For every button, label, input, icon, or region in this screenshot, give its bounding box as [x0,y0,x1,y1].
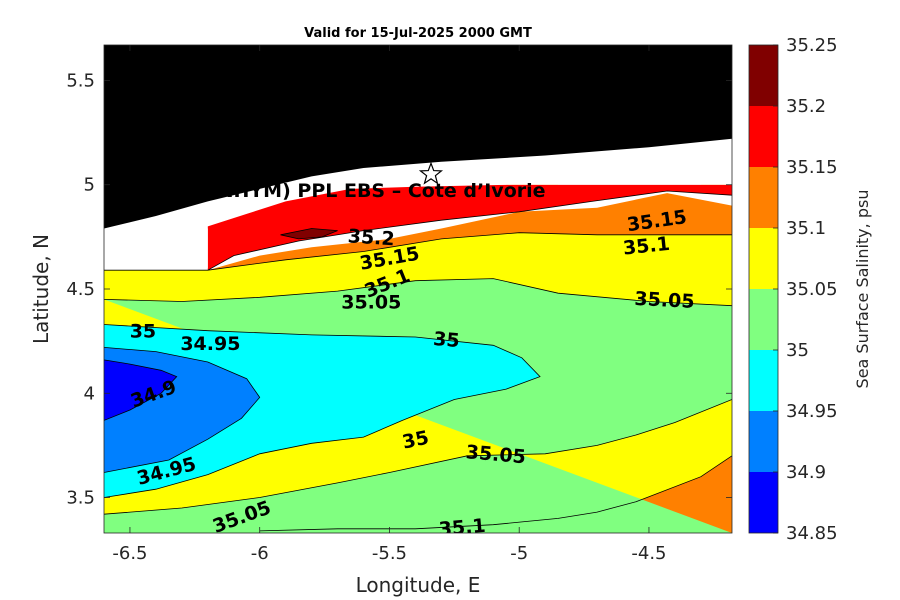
colorbar: 34.85 34.9 34.95 35 35.05 35.1 35.15 35.2 35.25 [748,35,838,544]
x-tick-label: -6 [251,543,269,564]
x-tick-label: -4.5 [631,543,666,564]
colorbar-label: Sea Surface Salinity, psu [853,190,872,389]
colorbar-swatch [749,228,778,289]
colorbar-swatch [749,106,778,167]
colorbar-swatch [749,45,778,106]
contour-label: 35 [400,427,430,454]
contour-line [104,278,732,307]
colorbar-tick-label: 35.15 [786,157,838,178]
colorbar-swatch [749,472,778,533]
chart-title: Valid for 15-Jul-2025 2000 GMT [304,26,532,41]
colorbar-tick-label: 35.25 [786,35,838,56]
x-axis-ticks: -6.5 -6 -5.5 -5 -4.5 [112,45,667,564]
overlay-caption: A (ONHYM) PPL EBS – Cote d’Ivorie [171,180,545,202]
contour-label: 35 [432,328,460,352]
contour-lines [104,190,732,532]
no-data-region [104,138,732,269]
colorbar-tick-label: 34.9 [786,462,826,483]
x-tick-label: -5 [510,543,528,564]
contour-line [280,228,338,240]
colorbar-tick-label: 35.05 [786,279,838,300]
salinity-bands [104,168,732,533]
y-tick-label: 4 [84,383,95,404]
y-axis-label: Latitude, N [29,234,53,344]
x-tick-label: -5.5 [372,543,407,564]
colorbar-swatch [749,289,778,350]
white-region [104,138,732,269]
contour-line [104,232,732,271]
land-mask [104,45,732,229]
y-tick-label: 5.5 [66,70,95,91]
contour-line [259,455,732,532]
colorbar-swatch [749,411,778,472]
colorbar-tick-label: 35.2 [786,96,826,117]
site-marker [418,161,444,185]
contour-label: 35.05 [634,288,695,313]
contour-label: 35.1 [438,515,487,541]
contour-label: 35.05 [341,292,401,314]
colorbar-swatch [749,167,778,228]
y-axis-ticks: 3.5 4 4.5 5 5.5 [66,70,732,509]
salinity-band-35-15 [207,184,732,271]
land-polygon [104,45,732,229]
contour-line [104,347,261,473]
contour-line [104,324,541,498]
contour-label: 35.05 [465,441,527,468]
x-axis-label: Longitude, E [356,573,481,597]
contour-line [207,190,732,271]
y-tick-label: 5 [84,175,95,196]
x-tick-label: -6.5 [112,543,147,564]
contour-line [104,399,732,515]
colorbar-tick-label: 34.85 [786,523,838,544]
contour-label: 35 [130,321,156,343]
colorbar-tick-label: 35.1 [786,218,826,239]
salinity-band-34-85 [104,359,177,421]
star-icon [418,161,444,185]
colorbar-swatch [749,350,778,411]
colorbar-tick-label: 35 [786,340,809,361]
contour-label: 35.1 [622,233,671,260]
contour-label: 34.95 [180,333,240,355]
y-tick-label: 3.5 [66,488,95,509]
contour-line [104,359,178,421]
colorbar-tick-label: 34.95 [786,401,838,422]
overlay-caption-text: A (ONHYM) PPL EBS – Cote d’Ivorie [171,180,545,202]
contour-label: 35.2 [347,225,395,250]
y-tick-label: 4.5 [66,279,95,300]
plot-area: A (ONHYM) PPL EBS – Cote d’Ivorie 35.2 35… [104,45,732,541]
